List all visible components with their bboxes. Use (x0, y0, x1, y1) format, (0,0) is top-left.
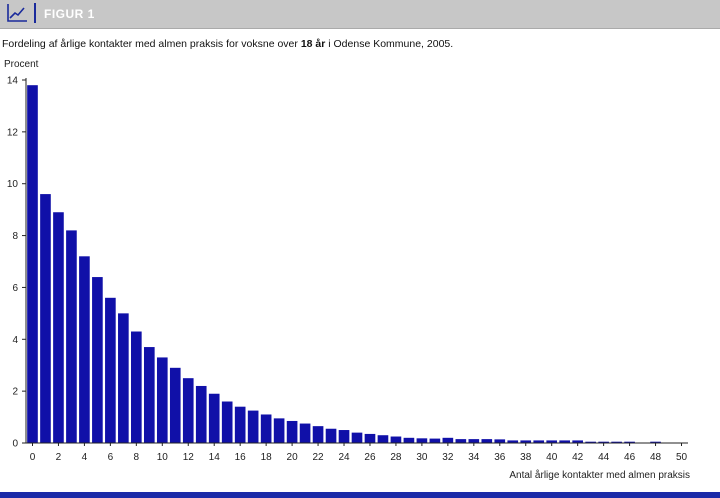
bar-9 (143, 347, 155, 443)
bar-15 (221, 401, 233, 443)
bar-4 (79, 256, 90, 443)
bar-13 (195, 385, 207, 443)
figure-label: FIGUR 1 (44, 7, 95, 21)
y-tick-label-2: 2 (12, 387, 18, 398)
x-tick-label-26: 26 (364, 452, 376, 463)
bar-10 (156, 357, 168, 443)
bar-14 (208, 393, 220, 443)
y-tick-label-4: 4 (12, 335, 18, 346)
bar-37 (507, 440, 519, 443)
bar-33 (455, 439, 467, 443)
bar-17 (247, 410, 259, 443)
x-tick-label-24: 24 (338, 452, 350, 463)
bar-26 (364, 433, 376, 443)
bar-7 (118, 313, 129, 443)
x-tick-label-36: 36 (494, 452, 506, 463)
bar-1 (40, 194, 51, 443)
bar-43 (585, 441, 596, 443)
caption-bold: 18 år (300, 38, 326, 50)
bar-2 (53, 212, 64, 443)
x-tick-label-30: 30 (416, 452, 428, 463)
x-tick-label-18: 18 (261, 452, 273, 463)
y-axis-label: Procent (4, 59, 39, 70)
line-chart-icon (7, 4, 27, 22)
x-tick-label-2: 2 (56, 452, 62, 463)
bar-21 (299, 423, 311, 443)
bar-22 (312, 426, 324, 443)
x-tick-label-34: 34 (468, 452, 480, 463)
header-separator (34, 3, 36, 23)
figure-header: FIGUR 1 (0, 0, 720, 29)
bar-42 (572, 440, 583, 443)
figure-caption: Fordeling af årlige kontakter med almen … (2, 38, 453, 50)
x-tick-label-42: 42 (572, 452, 584, 463)
bar-29 (403, 437, 415, 443)
bar-34 (468, 439, 480, 443)
bar-11 (169, 367, 181, 443)
bar-28 (390, 436, 402, 443)
bar-25 (351, 432, 363, 443)
y-tick-label-8: 8 (12, 231, 18, 242)
bar-19 (273, 418, 285, 443)
bar-41 (559, 440, 570, 443)
bar-40 (546, 440, 558, 443)
x-tick-label-14: 14 (209, 452, 221, 463)
bar-6 (105, 297, 116, 443)
x-tick-label-0: 0 (30, 452, 36, 463)
x-axis-label: Antal årlige kontakter med almen praksis (509, 469, 690, 481)
bar-48 (650, 441, 661, 443)
x-tick-label-38: 38 (520, 452, 532, 463)
bars-group (27, 85, 661, 443)
y-tick-label-10: 10 (7, 179, 19, 190)
bar-0 (27, 85, 38, 443)
x-tick-label-20: 20 (287, 452, 299, 463)
bar-36 (494, 439, 506, 443)
x-tick-label-22: 22 (312, 452, 324, 463)
bar-5 (92, 277, 103, 443)
x-tick-label-10: 10 (157, 452, 169, 463)
caption-prefix: Fordeling af årlige kontakter med almen … (2, 38, 301, 50)
bar-39 (533, 440, 545, 443)
y-tick-label-14: 14 (7, 76, 19, 87)
bar-38 (520, 440, 532, 443)
bar-8 (131, 331, 142, 443)
bar-31 (429, 438, 441, 443)
y-tick-label-12: 12 (7, 127, 19, 138)
bar-32 (442, 437, 454, 443)
x-tick-label-12: 12 (183, 452, 195, 463)
bar-23 (325, 428, 337, 443)
x-tick-label-48: 48 (650, 452, 662, 463)
bar-30 (416, 438, 428, 443)
y-tick-label-0: 0 (12, 439, 18, 450)
x-tick-label-44: 44 (598, 452, 610, 463)
bar-18 (260, 414, 272, 443)
bar-24 (338, 430, 350, 443)
bar-16 (234, 406, 246, 443)
x-tick-label-6: 6 (108, 452, 114, 463)
bar-12 (182, 378, 194, 443)
bar-46 (624, 441, 635, 443)
x-tick-label-46: 46 (624, 452, 636, 463)
bar-20 (286, 420, 298, 443)
bar-44 (598, 441, 609, 443)
x-tick-label-8: 8 (134, 452, 140, 463)
bar-35 (481, 439, 493, 443)
y-tick-label-6: 6 (12, 283, 18, 294)
x-tick-label-50: 50 (676, 452, 688, 463)
x-tick-label-4: 4 (82, 452, 88, 463)
x-tick-label-40: 40 (546, 452, 558, 463)
bar-45 (611, 441, 622, 443)
bar-27 (377, 435, 389, 443)
x-tick-label-28: 28 (390, 452, 402, 463)
bottom-rule (0, 492, 720, 498)
x-tick-label-32: 32 (442, 452, 454, 463)
caption-suffix: i Odense Kommune, 2005. (325, 38, 454, 50)
x-tick-label-16: 16 (235, 452, 247, 463)
bar-3 (66, 230, 77, 443)
